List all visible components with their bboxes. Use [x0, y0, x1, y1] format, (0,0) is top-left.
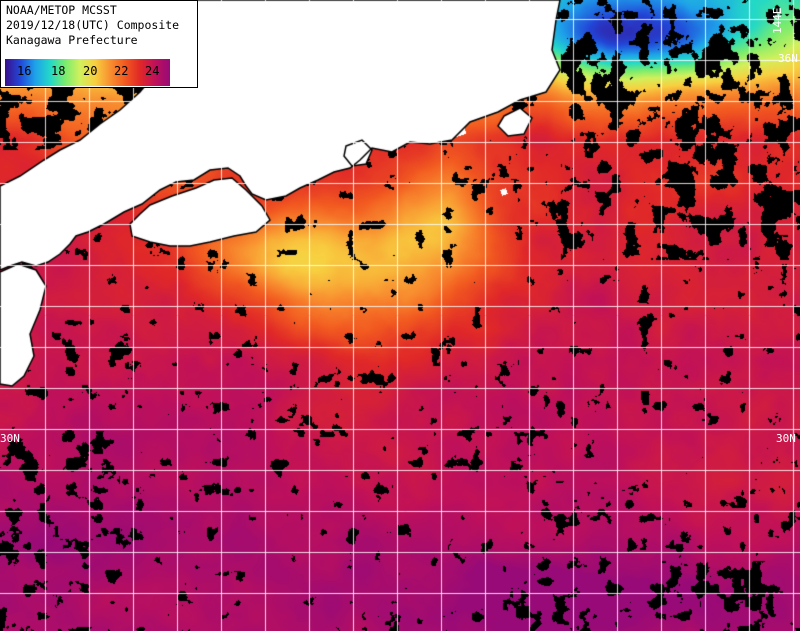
date-label: 2019/12/18(UTC) Composite	[6, 18, 180, 32]
longitude-label-144e: 144E	[771, 7, 784, 35]
colorbar-tick: 18	[51, 64, 66, 78]
colorbar-tick: 24	[145, 64, 160, 78]
temperature-colorbar: 16 18 20 22 24	[5, 59, 170, 86]
region-label: Kanagawa Prefecture	[6, 33, 138, 47]
latitude-label-30n-right: 30N	[776, 432, 796, 445]
colorbar-tick: 16	[17, 64, 32, 78]
map-legend-panel: NOAA/METOP MCSST 2019/12/18(UTC) Composi…	[0, 0, 198, 88]
colorbar-tick: 22	[114, 64, 129, 78]
latitude-label-30n-left: 30N	[0, 432, 20, 445]
colorbar-tick: 20	[83, 64, 98, 78]
latitude-label-36n: 36N	[778, 52, 798, 65]
product-title: NOAA/METOP MCSST	[6, 3, 117, 17]
